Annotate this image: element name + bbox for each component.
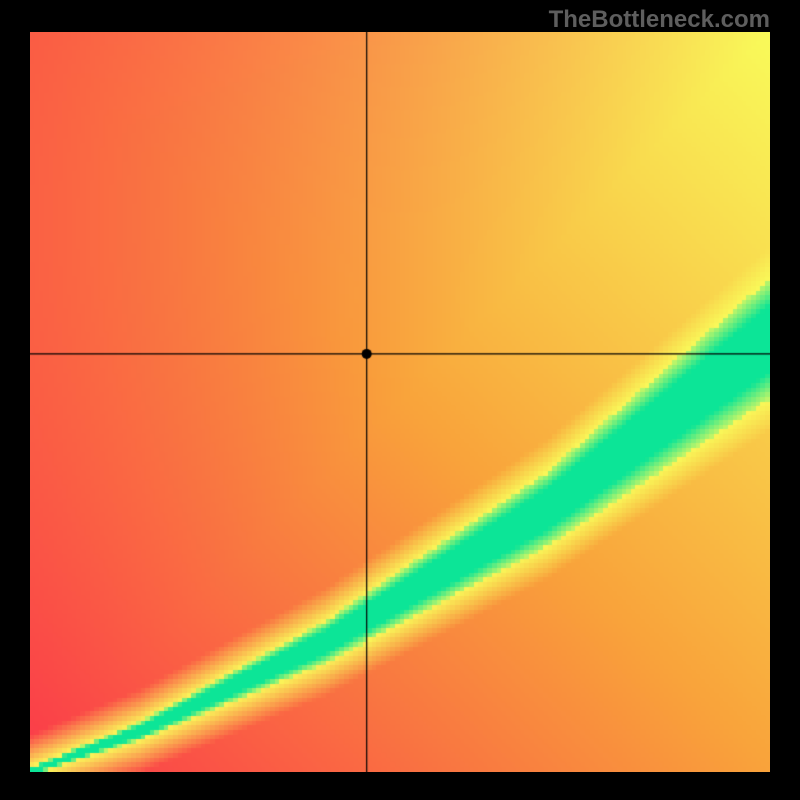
chart-container: TheBottleneck.com	[0, 0, 800, 800]
watermark-text: TheBottleneck.com	[549, 6, 770, 34]
bottleneck-heatmap	[30, 32, 770, 772]
